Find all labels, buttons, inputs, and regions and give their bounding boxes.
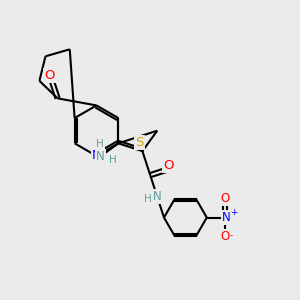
Text: N: N bbox=[92, 149, 101, 162]
Text: S: S bbox=[136, 136, 144, 149]
Text: N: N bbox=[96, 150, 105, 163]
Text: O: O bbox=[220, 192, 229, 205]
Text: O: O bbox=[163, 159, 174, 172]
Text: H: H bbox=[109, 155, 116, 166]
Text: N: N bbox=[222, 211, 230, 224]
Text: O: O bbox=[220, 230, 229, 243]
Text: H: H bbox=[96, 139, 104, 148]
Text: H: H bbox=[144, 194, 152, 204]
Text: +: + bbox=[230, 208, 238, 217]
Text: N: N bbox=[153, 190, 161, 203]
Text: -: - bbox=[230, 231, 233, 240]
Text: O: O bbox=[44, 69, 55, 82]
